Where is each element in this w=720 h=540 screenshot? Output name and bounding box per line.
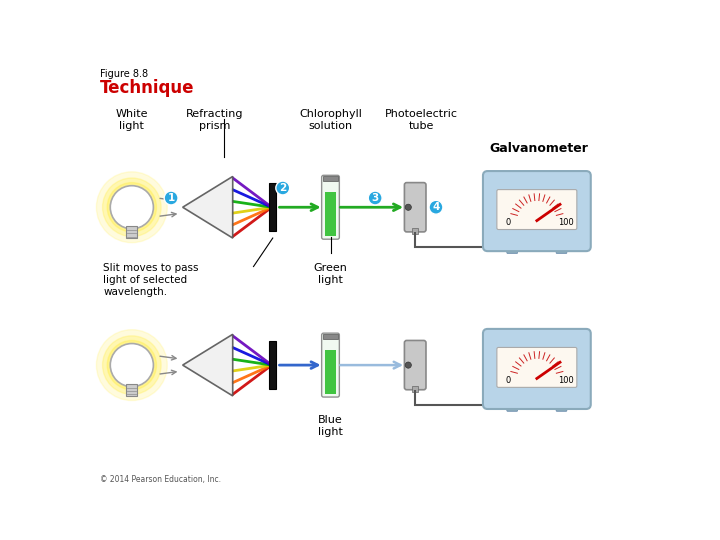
Text: Galvanometer: Galvanometer [489, 142, 588, 155]
Bar [325, 192, 336, 236]
Circle shape [164, 191, 178, 205]
FancyBboxPatch shape [556, 245, 567, 253]
Text: 0: 0 [505, 218, 510, 227]
Text: Slit moves to pass
light of selected
wavelength.: Slit moves to pass light of selected wav… [104, 264, 199, 296]
Text: 3: 3 [372, 193, 379, 203]
Text: © 2014 Pearson Education, Inc.: © 2014 Pearson Education, Inc. [99, 475, 220, 484]
Text: Technique: Technique [99, 79, 194, 97]
Text: 4: 4 [432, 202, 440, 212]
Text: Photoelectric
tube: Photoelectric tube [385, 110, 458, 131]
Circle shape [102, 178, 161, 237]
Text: 100: 100 [558, 218, 574, 227]
FancyBboxPatch shape [497, 190, 577, 230]
Circle shape [110, 186, 153, 229]
Polygon shape [183, 177, 233, 238]
Circle shape [107, 340, 156, 390]
Polygon shape [183, 334, 233, 396]
FancyBboxPatch shape [507, 403, 518, 411]
FancyBboxPatch shape [483, 171, 590, 251]
Bar [325, 350, 336, 394]
Text: Green
light: Green light [314, 264, 348, 285]
Text: 100: 100 [558, 376, 574, 385]
Text: 2: 2 [279, 183, 287, 193]
Bar [323, 177, 338, 181]
Circle shape [276, 181, 289, 195]
Circle shape [429, 200, 443, 214]
FancyBboxPatch shape [497, 347, 577, 387]
Bar [269, 184, 276, 231]
Circle shape [102, 336, 161, 394]
Bar [127, 226, 138, 238]
FancyBboxPatch shape [507, 245, 518, 253]
Text: Figure 8.8: Figure 8.8 [99, 70, 148, 79]
FancyBboxPatch shape [556, 403, 567, 411]
FancyBboxPatch shape [322, 333, 339, 397]
Bar [269, 341, 276, 389]
Bar [323, 334, 338, 339]
Bar [412, 386, 418, 392]
Text: Blue
light: Blue light [318, 415, 343, 437]
Circle shape [405, 204, 411, 210]
Circle shape [368, 191, 382, 205]
Text: Refracting
prism: Refracting prism [186, 110, 244, 131]
FancyBboxPatch shape [405, 340, 426, 390]
Bar [412, 228, 418, 234]
Circle shape [405, 362, 411, 368]
Circle shape [110, 343, 153, 387]
Circle shape [96, 330, 167, 401]
Bar [127, 383, 138, 396]
Text: 0: 0 [505, 376, 510, 385]
FancyBboxPatch shape [405, 183, 426, 232]
Text: White
light: White light [116, 110, 148, 131]
FancyBboxPatch shape [322, 176, 339, 239]
Circle shape [96, 172, 167, 242]
Circle shape [107, 183, 156, 232]
FancyBboxPatch shape [483, 329, 590, 409]
Text: 1: 1 [168, 193, 175, 203]
Text: Chlorophyll
solution: Chlorophyll solution [299, 110, 362, 131]
